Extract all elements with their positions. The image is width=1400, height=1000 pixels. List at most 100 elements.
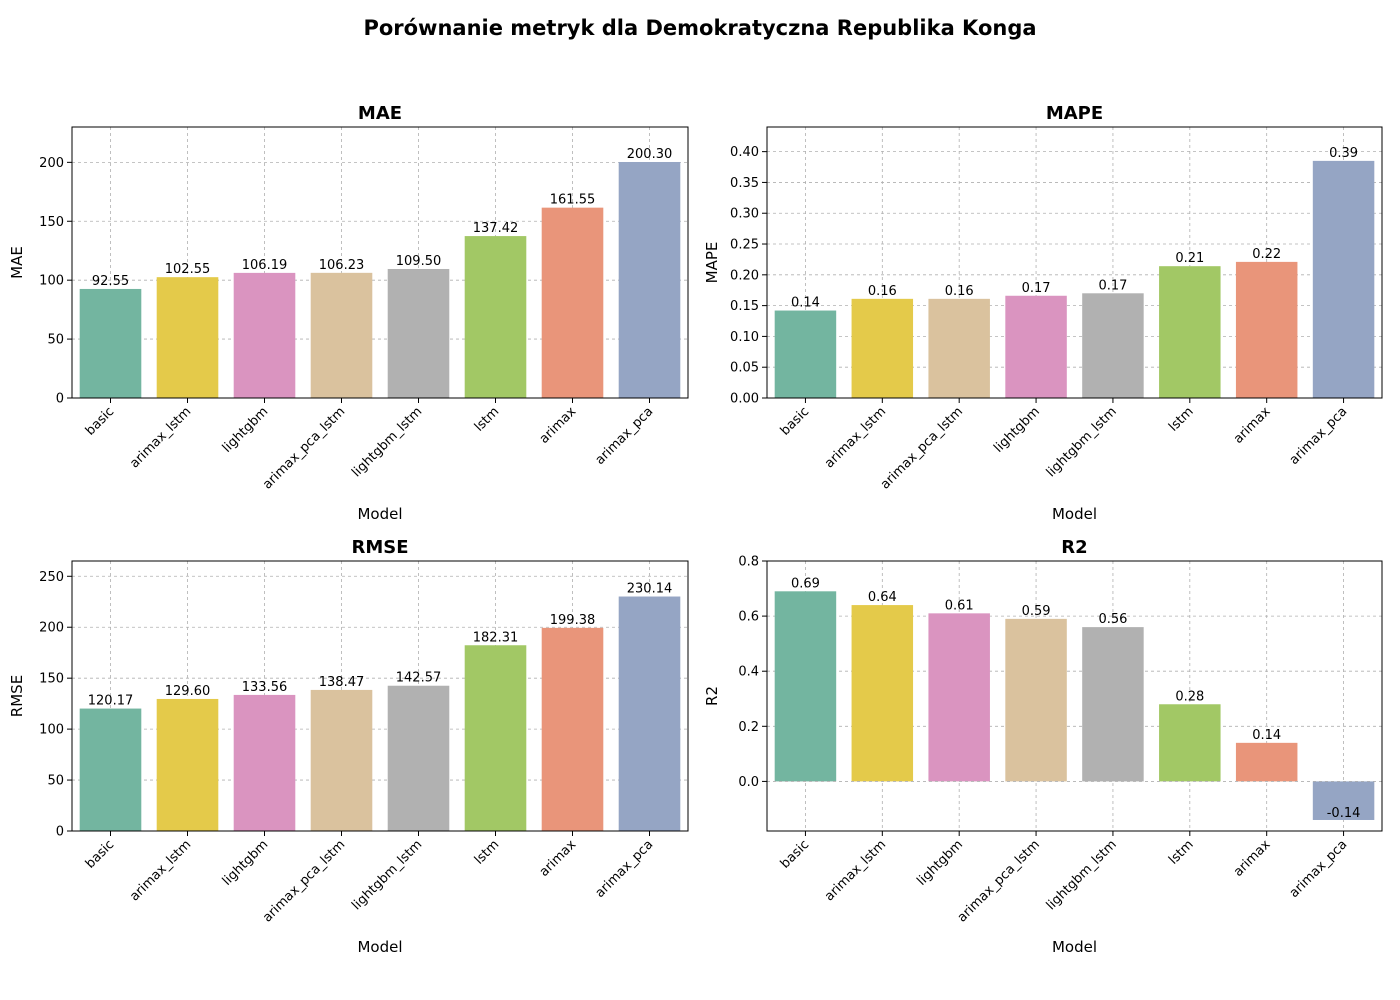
data-label: 0.69 xyxy=(791,576,820,591)
x-tick-label: lstm xyxy=(472,837,503,868)
data-label: 120.17 xyxy=(88,694,134,709)
bar-r2-basic xyxy=(774,591,837,782)
chart-title: RMSE xyxy=(351,537,408,558)
bar-mae-arimax_lstm xyxy=(156,277,219,398)
x-tick-label: arimax_pca_lstm xyxy=(260,404,348,492)
bar-mape-lightgbm xyxy=(1005,295,1067,398)
x-tick-label: lstm xyxy=(1166,404,1197,435)
bar-r2-arimax_lstm xyxy=(851,605,914,782)
x-tick-label: arimax xyxy=(1231,404,1274,447)
figure-title: Porównanie metryk dla Demokratyczna Repu… xyxy=(363,16,1037,40)
x-tick-label: lightgbm_lstm xyxy=(349,837,425,913)
y-tick-label: 0.05 xyxy=(730,361,759,376)
data-label: 0.22 xyxy=(1252,247,1281,262)
bar-r2-arimax xyxy=(1235,742,1298,782)
y-tick-label: 200 xyxy=(39,156,64,171)
x-tick-label: arimax_pca xyxy=(593,837,657,901)
bar-rmse-arimax_pca_lstm xyxy=(310,689,373,831)
data-label: 0.39 xyxy=(1329,146,1358,161)
x-axis-label: Model xyxy=(1052,505,1097,523)
data-label: 200.30 xyxy=(627,147,673,162)
data-label: 0.21 xyxy=(1175,251,1204,266)
plot-frame xyxy=(766,560,1383,832)
plot-frame xyxy=(71,126,689,399)
bar-mae-arimax xyxy=(541,207,604,398)
bar-mae-lightgbm xyxy=(233,272,296,398)
y-tick-label: 200 xyxy=(39,621,64,636)
data-label: 0.14 xyxy=(791,296,820,311)
bar-rmse-lstm xyxy=(464,645,527,831)
x-tick-label: lightgbm xyxy=(220,837,272,889)
data-label: 0.59 xyxy=(1022,604,1051,619)
y-tick-label: 0.10 xyxy=(730,330,759,345)
data-label: 0.17 xyxy=(1098,278,1127,293)
data-label: 92.55 xyxy=(92,274,129,289)
x-tick-label: lightgbm_lstm xyxy=(1044,404,1120,480)
bar-r2-lightgbm_lstm xyxy=(1082,627,1144,782)
x-tick-label: lightgbm xyxy=(914,837,966,889)
x-tick-label: lstm xyxy=(1166,837,1197,868)
bar-mape-arimax xyxy=(1235,261,1298,398)
y-tick-label: 0.00 xyxy=(730,392,759,407)
x-tick-label: arimax xyxy=(1231,837,1274,880)
bar-mape-arimax_lstm xyxy=(851,298,914,398)
x-tick-label: arimax_lstm xyxy=(127,837,194,904)
bar-mae-lightgbm_lstm xyxy=(387,268,450,398)
data-label: -0.14 xyxy=(1327,806,1361,821)
y-tick-label: 0 xyxy=(56,825,64,840)
data-label: 0.16 xyxy=(868,284,897,299)
data-label: 0.16 xyxy=(945,284,974,299)
data-label: 129.60 xyxy=(165,684,211,699)
y-axis-label: RMSE xyxy=(8,675,26,717)
chart-rmse: 120.17 129.60 133.56 138.47 142.57 182.31 199.… xyxy=(8,537,689,956)
y-tick-label: 0.8 xyxy=(738,555,759,570)
data-label: 137.42 xyxy=(473,221,519,236)
chart-title: MAPE xyxy=(1046,103,1103,124)
x-tick-label: lightgbm_lstm xyxy=(1044,837,1120,913)
bar-rmse-basic xyxy=(79,708,142,831)
data-label: 133.56 xyxy=(242,680,288,695)
bar-rmse-lightgbm_lstm xyxy=(387,685,450,831)
y-axis-label: MAE xyxy=(8,246,26,279)
x-tick-label: arimax xyxy=(537,404,580,447)
bar-rmse-arimax_pca xyxy=(618,596,681,831)
bar-rmse-lightgbm xyxy=(233,694,296,831)
bar-rmse-arimax xyxy=(541,627,604,831)
data-label: 138.47 xyxy=(319,675,365,690)
data-label: 142.57 xyxy=(396,671,442,686)
y-tick-label: 0.20 xyxy=(730,268,759,283)
data-label: 0.17 xyxy=(1022,281,1051,296)
x-axis-label: Model xyxy=(357,938,402,956)
bar-mape-lightgbm_lstm xyxy=(1082,293,1144,398)
y-tick-label: 0.35 xyxy=(730,176,759,191)
y-tick-label: 50 xyxy=(47,333,64,348)
y-tick-label: 50 xyxy=(47,774,64,789)
x-axis-label: Model xyxy=(357,505,402,523)
x-tick-label: arimax_pca_lstm xyxy=(878,404,966,492)
data-label: 161.55 xyxy=(550,193,596,208)
x-tick-label: lightgbm xyxy=(220,404,272,456)
data-label: 106.23 xyxy=(319,258,365,273)
x-tick-label: arimax_pca xyxy=(1287,404,1351,468)
bar-mape-lstm xyxy=(1159,266,1221,398)
bar-mae-lstm xyxy=(464,236,527,398)
x-tick-label: basic xyxy=(83,404,117,438)
y-tick-label: 100 xyxy=(39,274,64,289)
chart-r2: 0.69 0.64 0.61 0.59 0.56 0.28 0.14 -0.14 0.0 0.2 0… xyxy=(703,537,1383,956)
data-label: 106.19 xyxy=(242,258,288,273)
data-label: 182.31 xyxy=(473,630,519,645)
x-tick-label: arimax_pca_lstm xyxy=(955,837,1043,925)
y-tick-label: 0.30 xyxy=(730,207,759,222)
x-tick-label: arimax_lstm xyxy=(127,404,194,471)
chart-title: R2 xyxy=(1061,537,1087,558)
y-axis-label: R2 xyxy=(703,686,721,706)
bar-mape-basic xyxy=(774,310,837,398)
y-tick-label: 0.15 xyxy=(730,299,759,314)
y-tick-label: 0.6 xyxy=(738,610,759,625)
data-label: 230.14 xyxy=(627,582,673,597)
x-axis-label: Model xyxy=(1052,938,1097,956)
y-tick-label: 0.40 xyxy=(730,145,759,160)
data-label: 109.50 xyxy=(396,254,442,269)
data-label: 0.64 xyxy=(868,590,897,605)
